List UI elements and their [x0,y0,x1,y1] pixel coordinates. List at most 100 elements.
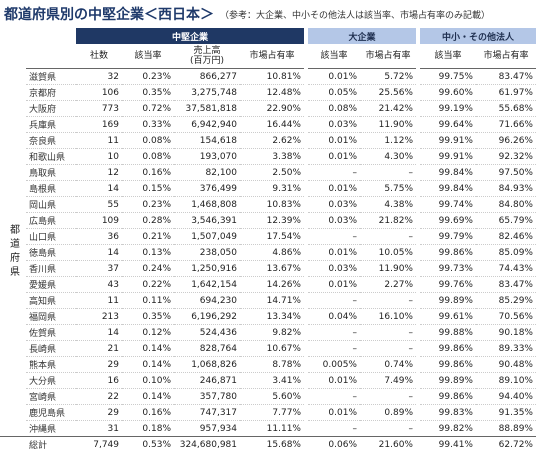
cell: 21.82% [360,213,416,229]
cell: 0.01% [308,245,360,261]
cell: 154,618 [174,133,240,149]
cell: 524,436 [174,325,240,341]
cell: 43 [76,277,122,293]
cell: 99.74% [420,197,476,213]
cell: 0.12% [122,325,174,341]
cell: 14 [76,245,122,261]
cell: 61.97% [476,85,536,101]
cell: 12.48% [240,85,304,101]
cell: 92.32% [476,149,536,165]
cell: 106 [76,85,122,101]
cell: 8.78% [240,357,304,373]
cell: 324,680,981 [174,437,240,452]
row-name: 鳥取県 [26,165,76,181]
cell: 238,050 [174,245,240,261]
cell: – [360,165,416,181]
cell: 37,581,818 [174,101,240,117]
cell: 85.29% [476,293,536,309]
row-name: 福岡県 [26,309,76,325]
cell: 0.05% [308,85,360,101]
blank [0,437,26,452]
column-header: 該当率 [122,44,174,69]
cell: 21.60% [360,437,416,452]
blank [26,44,76,69]
cell: 99.83% [420,405,476,421]
cell: 14 [76,181,122,197]
row-name: 京都府 [26,85,76,101]
cell: 0.01% [308,133,360,149]
cell: 0.03% [308,261,360,277]
cell: 7,749 [76,437,122,452]
cell: 0.16% [122,405,174,421]
row-name: 愛媛県 [26,277,76,293]
cell: 0.89% [360,405,416,421]
cell: 3.38% [240,149,304,165]
cell: 376,499 [174,181,240,197]
cell: 99.86% [420,341,476,357]
row-name: 宮崎県 [26,389,76,405]
cell: 25.56% [360,85,416,101]
cell: 31 [76,421,122,437]
cell: 109 [76,213,122,229]
cell: 62.72% [476,437,536,452]
cell: 84.80% [476,197,536,213]
cell: 357,780 [174,389,240,405]
side-label: 都道府県 [0,69,26,437]
cell: 0.13% [122,245,174,261]
cell: – [308,389,360,405]
cell: 0.16% [122,165,174,181]
row-name: 兵庫県 [26,117,76,133]
cell: 99.89% [420,373,476,389]
cell: 0.21% [122,229,174,245]
cell: 99.91% [420,149,476,165]
cell: – [360,229,416,245]
cell: 0.22% [122,277,174,293]
blank [26,28,76,44]
cell: 89.10% [476,373,536,389]
cell: 99.79% [420,229,476,245]
cell: 5.72% [360,69,416,85]
cell: 15.68% [240,437,304,452]
cell: 99.76% [420,277,476,293]
column-header: 該当率 [308,44,360,69]
column-header: 社数 [76,44,122,69]
row-name: 滋賀県 [26,69,76,85]
cell: 70.56% [476,309,536,325]
cell: 0.08% [122,149,174,165]
cell: 99.86% [420,245,476,261]
cell: 16 [76,373,122,389]
row-name: 熊本県 [26,357,76,373]
cell: 0.03% [308,213,360,229]
cell: 13.67% [240,261,304,277]
cell: – [360,389,416,405]
cell: 7.77% [240,405,304,421]
cell: 99.64% [420,117,476,133]
cell: 11.11% [240,421,304,437]
cell: 99.89% [420,293,476,309]
cell: 94.40% [476,389,536,405]
cell: 0.08% [308,101,360,117]
cell: 82,100 [174,165,240,181]
cell: 55.68% [476,101,536,117]
cell: 1,468,808 [174,197,240,213]
row-name: 岡山県 [26,197,76,213]
cell: 55 [76,197,122,213]
cell: – [360,421,416,437]
cell: – [308,325,360,341]
cell: 1.12% [360,133,416,149]
cell: 957,934 [174,421,240,437]
row-name: 大分県 [26,373,76,389]
cell: 10.05% [360,245,416,261]
group-header: 大企業 [308,28,416,44]
